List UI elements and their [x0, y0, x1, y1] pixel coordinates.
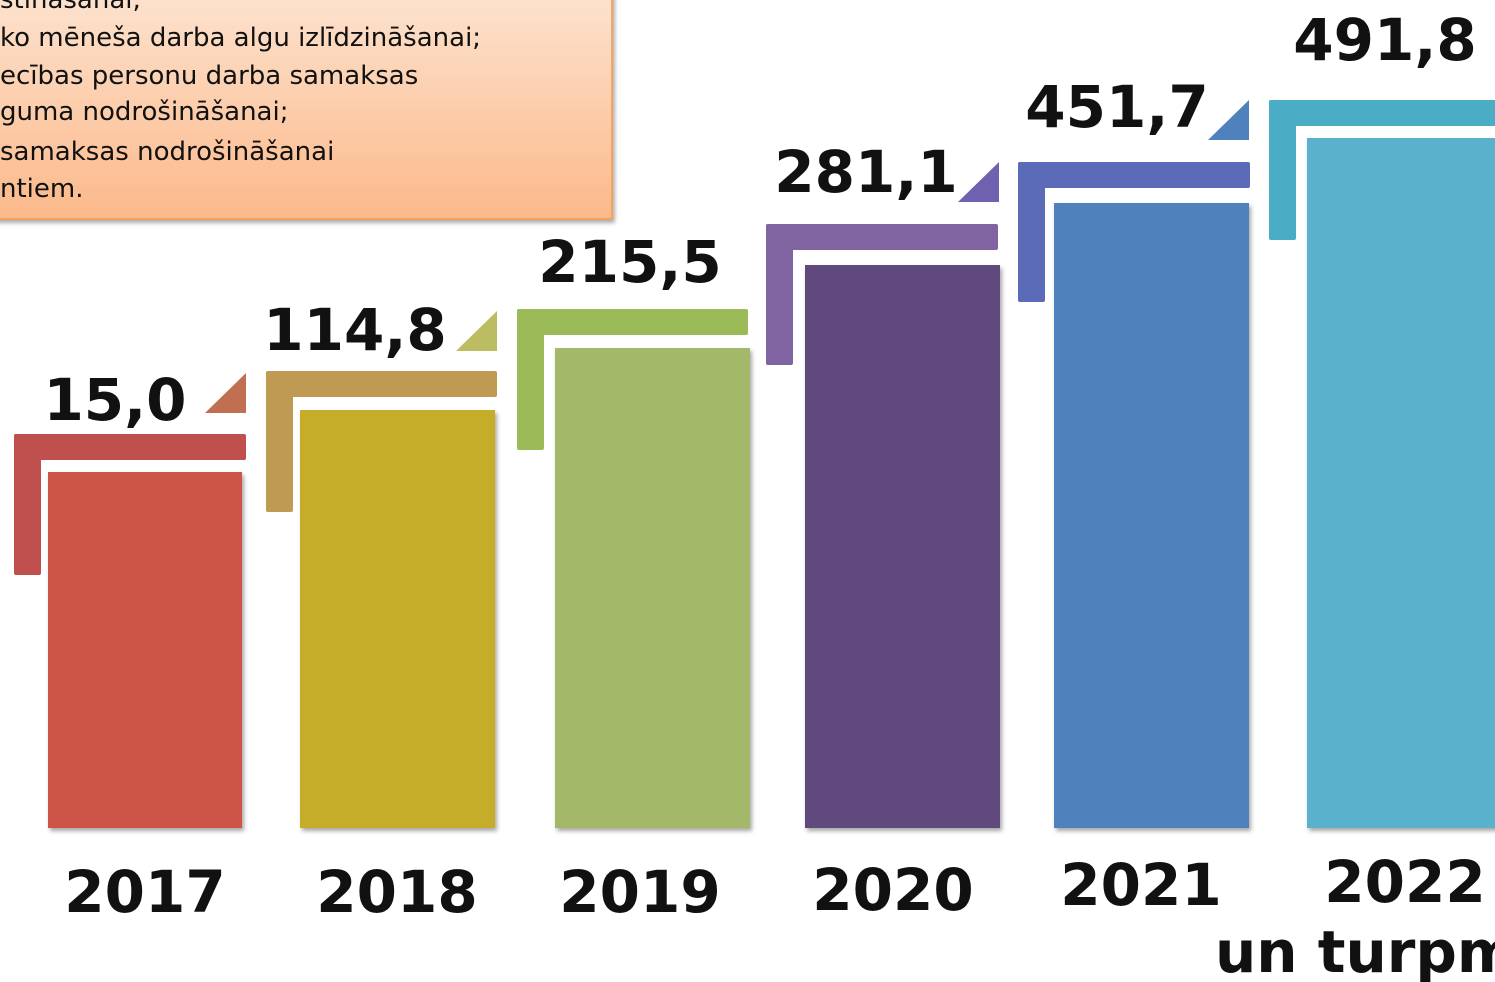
- note-line: ecības personu darba samaksas: [0, 61, 418, 91]
- triangle: [456, 311, 497, 351]
- bar: [48, 472, 242, 828]
- year-label: 2017: [64, 858, 225, 926]
- bar: [1054, 203, 1249, 828]
- bracket-side: [517, 309, 544, 450]
- note-box: [0, 0, 613, 220]
- bracket-side: [766, 224, 793, 365]
- note-line: guma nodrošināšanai;: [0, 97, 288, 127]
- value-label: 491,8: [1293, 6, 1476, 74]
- note-line: stināšanai;: [0, 0, 141, 15]
- bracket-top: [1269, 100, 1495, 126]
- year-note: un turpm: [1215, 918, 1495, 982]
- bracket-side: [1018, 162, 1045, 302]
- year-label: 2019: [559, 858, 720, 926]
- note-line: ntiem.: [0, 174, 83, 204]
- note-line: ko mēneša darba algu izlīdzināšanai;: [0, 23, 481, 53]
- triangle: [958, 162, 999, 202]
- bar: [1307, 138, 1495, 828]
- bracket-top: [266, 371, 497, 397]
- bar: [300, 410, 495, 828]
- value-label: 114,8: [263, 296, 446, 364]
- bracket-side: [1269, 100, 1296, 240]
- year-label: 2018: [316, 858, 477, 926]
- value-label: 15,0: [43, 366, 186, 434]
- note-line: samaksas nodrošināšanai: [0, 137, 334, 167]
- year-label: 2022: [1324, 848, 1485, 916]
- value-label: 281,1: [774, 138, 957, 206]
- value-label: 215,5: [538, 228, 721, 296]
- bracket-top: [517, 309, 748, 335]
- bracket-side: [266, 371, 293, 512]
- bracket-top: [766, 224, 998, 250]
- triangle: [205, 373, 246, 413]
- bracket-top: [1018, 162, 1250, 188]
- bar: [805, 265, 1000, 828]
- triangle: [1208, 100, 1249, 140]
- year-label: 2021: [1060, 851, 1221, 919]
- year-label: 2020: [812, 856, 973, 924]
- bracket-top: [14, 434, 246, 460]
- bracket-side: [14, 434, 41, 575]
- bar: [555, 348, 750, 828]
- value-label: 451,7: [1025, 73, 1208, 141]
